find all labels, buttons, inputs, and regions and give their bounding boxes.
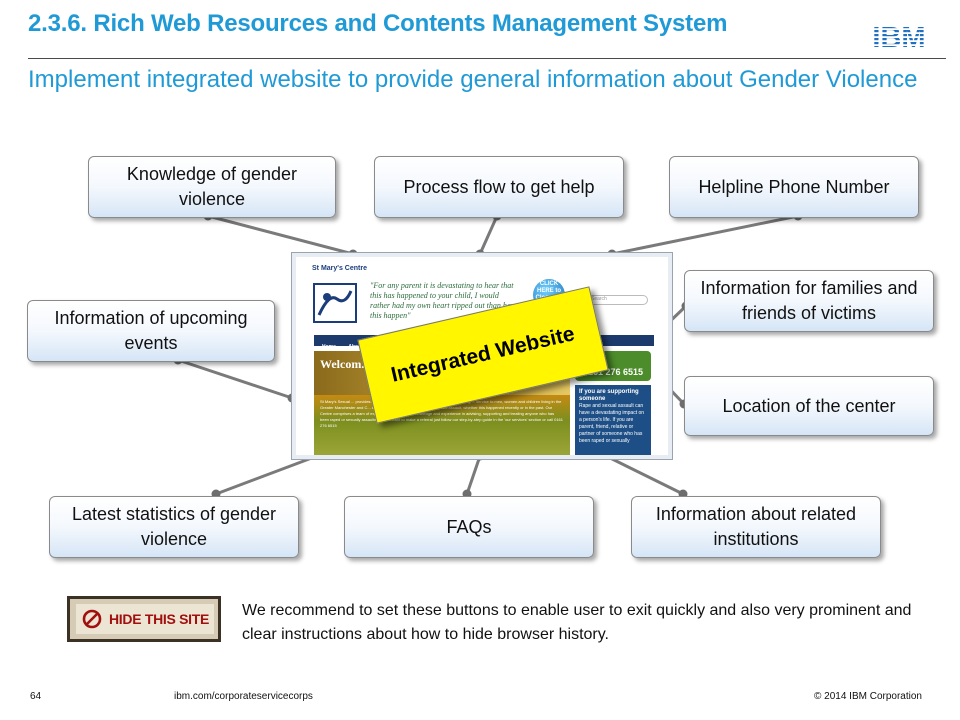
- callout-knowledge: Knowledge of gender violence: [88, 156, 336, 218]
- slide-title: 2.3.6. Rich Web Resources and Contents M…: [28, 10, 728, 37]
- callout-upcoming-events: Information of upcoming events: [27, 300, 275, 362]
- website-support-heading: If you are supporting someone: [579, 389, 639, 402]
- slide-subtitle: Implement integrated website to provide …: [28, 66, 918, 93]
- callout-process-flow: Process flow to get help: [374, 156, 624, 218]
- hide-this-site-button[interactable]: HIDE THIS SITE: [67, 596, 221, 642]
- recommendation-text: We recommend to set these buttons to ena…: [242, 602, 912, 643]
- svg-text:IBM: IBM: [872, 22, 925, 50]
- callout-location: Location of the center: [684, 376, 934, 436]
- footer-copyright: © 2014 IBM Corporation: [814, 691, 922, 702]
- callout-faqs: FAQs: [344, 496, 594, 558]
- callout-statistics: Latest statistics of gender violence: [49, 496, 299, 558]
- callout-families-friends: Information for families and friends of …: [684, 270, 934, 332]
- hide-this-site-inner: HIDE THIS SITE: [76, 604, 214, 634]
- page-number: 64: [30, 691, 42, 702]
- website-support-text: Rape and sexual assault can have a devas…: [579, 403, 645, 444]
- no-entry-icon: [82, 609, 102, 629]
- callout-related-institutions: Information about related institutions: [631, 496, 881, 558]
- website-search-input[interactable]: Search: [586, 295, 648, 305]
- website-brand: St Mary's Centre: [312, 265, 367, 272]
- hide-this-site-label: HIDE THIS SITE: [109, 611, 210, 627]
- website-screenshot: St Mary's Centre "For any parent it is d…: [291, 252, 673, 460]
- callout-helpline: Helpline Phone Number: [669, 156, 919, 218]
- footer-url: ibm.com/corporateservicecorps: [174, 691, 313, 702]
- ibm-logo: IBM: [872, 22, 925, 50]
- centre-logo-icon: [313, 283, 357, 323]
- website-quote: "For any parent it is devastating to hea…: [370, 281, 518, 320]
- nav-item-home[interactable]: Home: [322, 344, 336, 350]
- website-support-panel: If you are supporting someone Rape and s…: [575, 385, 651, 455]
- title-rule: [28, 58, 946, 59]
